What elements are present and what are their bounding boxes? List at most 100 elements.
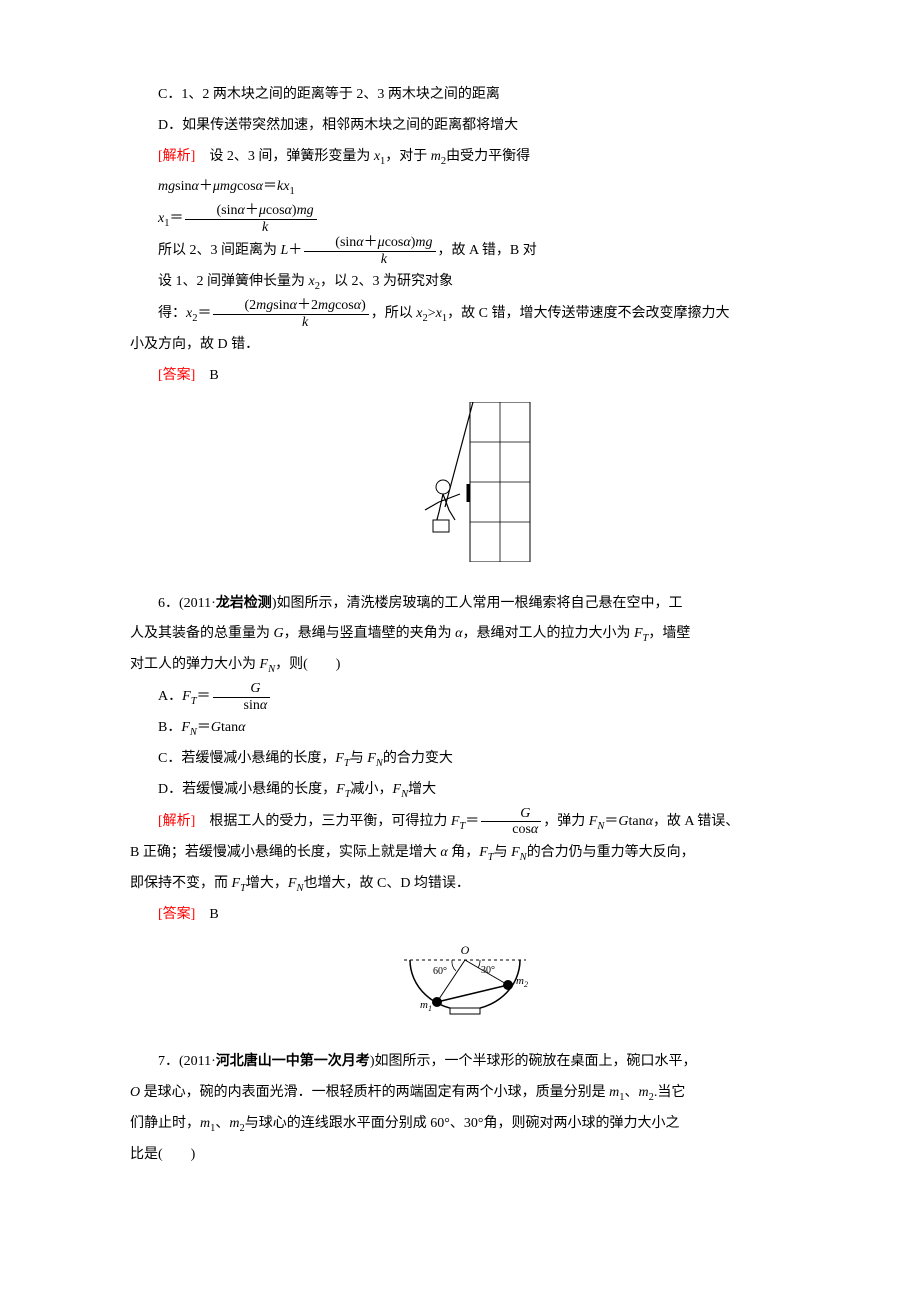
text: ，所以 xyxy=(371,306,417,321)
q6-analysis: [解析] 根据工人的受力，三力平衡，可得拉力 FT＝Gcosα，弹力 FN＝Gt… xyxy=(130,806,810,838)
text: 也增大，故 C、D 均错误． xyxy=(303,876,469,891)
t: μ xyxy=(378,235,385,250)
op: ＝ xyxy=(263,179,277,194)
text: C．若缓慢减小悬绳的长度， xyxy=(158,751,335,766)
text: 增大 xyxy=(408,782,436,797)
var-m: m xyxy=(431,149,441,164)
q6-option-d: D．若缓慢减小悬绳的长度，FT减小，FN增大 xyxy=(130,775,810,806)
sub: N xyxy=(520,852,527,863)
q5-answer: [答案] B xyxy=(130,361,810,392)
svg-text:60°: 60° xyxy=(433,966,447,977)
var: F xyxy=(182,689,191,704)
t: sin xyxy=(244,698,260,713)
text: )如图所示，清洗楼房玻璃的工人常用一根绳索将自己悬在空中，工 xyxy=(272,596,683,611)
text: 由受力平衡得 xyxy=(446,149,530,164)
q5-line6: 小及方向，故 D 错． xyxy=(130,330,810,361)
t: cos xyxy=(385,235,404,250)
t: mg xyxy=(318,298,335,313)
text-bold: 龙岩检测 xyxy=(216,596,272,611)
text: ，以 2、3 为研究对象 xyxy=(320,274,453,289)
text: 减小， xyxy=(351,782,393,797)
text: 即保持不变，而 xyxy=(130,876,232,891)
q6-stem-l2: 人及其装备的总重量为 G，悬绳与竖直墙壁的夹角为 α，悬绳对工人的拉力大小为 F… xyxy=(130,619,810,650)
var: F xyxy=(634,626,643,641)
text: ，墙壁 xyxy=(648,626,690,641)
q6-analysis-l2: B 正确；若缓慢减小悬绳的长度，实际上就是增大 α 角，FT与 FN的合力仍与重… xyxy=(130,838,810,869)
q6-answer: [答案] B xyxy=(130,900,810,931)
q6-option-a: A．FT＝Gsinα xyxy=(130,681,810,713)
q5-line4: 设 1、2 间弹簧伸长量为 x2，以 2、3 为研究对象 xyxy=(130,267,810,298)
t: (2 xyxy=(244,298,256,313)
text: 的合力变大 xyxy=(383,751,453,766)
text: 设 1、2 间弹簧伸长量为 xyxy=(158,274,309,289)
text: 与 xyxy=(350,751,368,766)
t: k xyxy=(213,315,368,330)
analysis-label: [解析] xyxy=(158,814,195,829)
q7-stem-l3: 们静止时，m1、m2与球心的连线跟水平面分别成 60°、30°角，则碗对两小球的… xyxy=(130,1109,810,1140)
text: ，故 A 错，B 对 xyxy=(438,243,537,258)
sub: N xyxy=(376,758,383,769)
text: ，对于 xyxy=(385,149,431,164)
fn: cos xyxy=(237,179,256,194)
q5-eq1: mgsinα＋μmgcosα＝kx1 xyxy=(130,172,810,203)
var: F xyxy=(511,845,520,860)
text: 增大， xyxy=(246,876,288,891)
var: F xyxy=(479,845,488,860)
fn: sin xyxy=(175,179,191,194)
t: α xyxy=(531,822,538,837)
var: m xyxy=(639,1085,649,1100)
text: ，故 A 错误、 xyxy=(653,814,739,829)
t: cos xyxy=(335,298,354,313)
fraction: Gcosα xyxy=(481,806,541,838)
var: m xyxy=(609,1085,619,1100)
text: 根据工人的受力，三力平衡，可得拉力 xyxy=(195,814,451,829)
var: F xyxy=(367,751,376,766)
t: sin xyxy=(273,298,289,313)
q6-option-b: B．FN＝Gtanα xyxy=(130,713,810,744)
text: 与球心的连线跟水平面分别成 60°、30°角，则碗对两小球的弹力大小之 xyxy=(245,1116,680,1131)
analysis-label: [解析] xyxy=(158,149,195,164)
var: F xyxy=(335,751,344,766)
var: mg xyxy=(158,179,175,194)
fraction: (sinα＋μcosα)mgk xyxy=(304,235,435,267)
fraction: Gsinα xyxy=(213,681,271,713)
var: G xyxy=(618,814,628,829)
text: 与 xyxy=(494,845,512,860)
answer-value: B xyxy=(195,368,218,383)
var: F xyxy=(260,657,269,672)
svg-text:30°: 30° xyxy=(481,965,495,976)
svg-text:O: O xyxy=(461,943,470,957)
text: 设 2、3 间，弹簧形变量为 xyxy=(195,149,374,164)
t: ＋ xyxy=(364,235,378,250)
sub: 1 xyxy=(289,186,294,197)
q5-eq2: x1＝(sinα＋μcosα)mgk xyxy=(130,203,810,235)
t: G xyxy=(213,681,271,697)
text: B． xyxy=(158,720,181,735)
t: (sin xyxy=(335,235,356,250)
text: 是球心，碗的内表面光滑．一根轻质杆的两端固定有两个小球，质量分别是 xyxy=(140,1085,609,1100)
var: F xyxy=(181,720,190,735)
q6-stem-l3: 对工人的弹力大小为 FN，则( ) xyxy=(130,650,810,681)
fn: tan xyxy=(221,720,238,735)
svg-text:m2: m2 xyxy=(516,975,528,989)
t: k xyxy=(304,252,435,267)
fraction: (sinα＋μcosα)mgk xyxy=(185,203,316,235)
text: ，则( ) xyxy=(275,657,340,672)
op: ＝ xyxy=(604,814,618,829)
text: )如图所示，一个半球形的碗放在桌面上，碗口水平， xyxy=(370,1054,697,1069)
answer-label: [答案] xyxy=(158,907,195,922)
op: ＝ xyxy=(197,306,211,321)
text: A． xyxy=(158,689,182,704)
q5-option-c: C．1、2 两木块之间的距离等于 2、3 两木块之间的距离 xyxy=(130,80,810,111)
op: > xyxy=(428,306,436,321)
t: ) xyxy=(361,298,366,313)
q5-line5: 得：x2＝(2mgsinα＋2mgcosα)k，所以 x2>x1，故 C 错，增… xyxy=(130,298,810,330)
t: α xyxy=(356,235,363,250)
t: α xyxy=(403,235,410,250)
op: ＋ xyxy=(288,243,302,258)
q6-stem: 6．(2011·龙岩检测)如图所示，清洗楼房玻璃的工人常用一根绳索将自己悬在空中… xyxy=(130,589,810,620)
t: cos xyxy=(266,203,285,218)
q7-stem-l4: 比是( ) xyxy=(130,1140,810,1171)
text-bold: 河北唐山一中第一次月考 xyxy=(216,1054,370,1069)
var: m xyxy=(200,1116,210,1131)
